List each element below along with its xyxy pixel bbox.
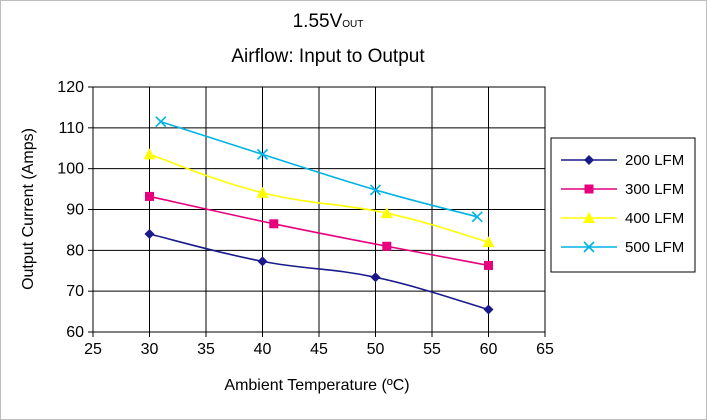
axes: 25 30 35 40 45 50 55 60 65 60 70 80 90 100 110 120 xyxy=(57,79,554,358)
legend-item: 300 LFM xyxy=(561,181,684,198)
series-line xyxy=(160,120,478,218)
legend-label: 200 LFM xyxy=(625,152,684,169)
chart-subtitle: Airflow: Input to Output xyxy=(231,46,425,67)
chart-title: 1.55VOUT xyxy=(293,11,364,32)
x-tick-label: 60 xyxy=(480,341,498,358)
y-tick-label: 110 xyxy=(58,120,84,137)
legend-marker xyxy=(583,212,595,223)
series-300-lfm xyxy=(145,191,493,270)
legend-label: 500 LFM xyxy=(625,239,684,256)
data-point xyxy=(256,148,269,160)
x-tick-label: 25 xyxy=(84,341,102,358)
data-point xyxy=(155,116,167,128)
data-point xyxy=(145,191,154,201)
x-tick-label: 65 xyxy=(536,341,554,358)
y-tick-label: 60 xyxy=(66,324,84,341)
x-tick-label: 35 xyxy=(197,341,215,358)
legend-marker xyxy=(584,184,594,194)
y-tick-label: 80 xyxy=(66,242,84,259)
data-point xyxy=(370,272,381,283)
data-point xyxy=(256,186,269,198)
y-tick-label: 120 xyxy=(57,79,84,96)
series-500-lfm xyxy=(155,116,483,223)
series-400-lfm xyxy=(143,148,495,248)
data-point xyxy=(269,219,279,229)
x-tick-label: 40 xyxy=(254,341,272,358)
series-layer xyxy=(143,116,495,315)
legend: 200 LFM 300 LFM 400 LFM 500 LFM xyxy=(550,137,696,273)
data-point xyxy=(380,207,393,219)
y-tick-label: 100 xyxy=(57,161,84,178)
series-line xyxy=(149,195,489,267)
data-point xyxy=(483,304,494,315)
data-point xyxy=(144,229,155,239)
y-tick-label: 70 xyxy=(66,283,84,300)
data-point xyxy=(382,241,392,251)
series-200-lfm xyxy=(144,229,494,315)
legend-item: 500 LFM xyxy=(561,239,684,256)
legend-label: 300 LFM xyxy=(625,181,684,198)
data-point xyxy=(482,236,495,248)
legend-item: 400 LFM xyxy=(561,210,684,227)
x-tick-label: 55 xyxy=(423,341,441,358)
series-line xyxy=(149,233,489,311)
x-axis-label: Ambient Temperature (ºC) xyxy=(224,377,409,394)
series-line xyxy=(149,153,489,243)
grid xyxy=(93,87,545,332)
x-tick-label: 45 xyxy=(310,341,328,358)
x-tick-label: 50 xyxy=(367,341,385,358)
data-point xyxy=(369,184,382,196)
y-axis-label: Output Current (Amps) xyxy=(20,128,37,290)
data-point xyxy=(257,256,268,267)
x-tick-label: 30 xyxy=(141,341,159,358)
legend-marker xyxy=(583,241,595,253)
legend-label: 400 LFM xyxy=(625,210,684,227)
legend-item: 200 LFM xyxy=(561,152,684,169)
legend-marker xyxy=(584,155,594,165)
data-point xyxy=(471,211,483,223)
y-tick-label: 90 xyxy=(66,202,84,219)
data-point xyxy=(143,148,156,160)
data-point xyxy=(484,260,493,270)
